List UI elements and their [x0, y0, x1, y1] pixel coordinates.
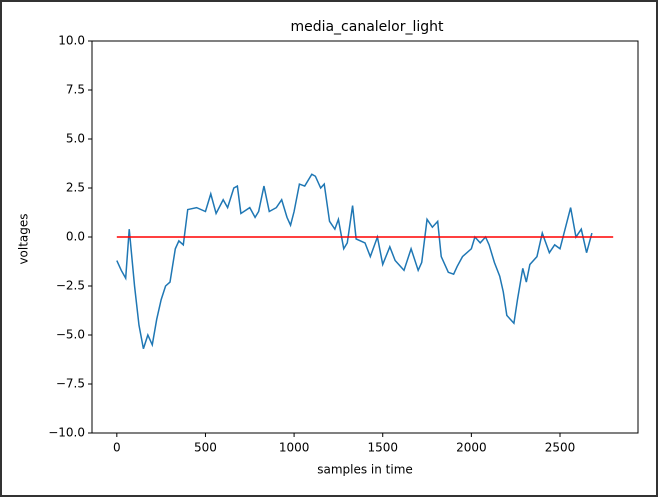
y-tick-label: −2.5: [56, 279, 85, 293]
x-tick-label: 500: [194, 441, 217, 455]
plot-frame: [91, 40, 639, 434]
y-tick-label: −7.5: [56, 377, 85, 391]
y-axis-label: voltages: [17, 213, 31, 264]
x-tick-label: 2500: [545, 441, 576, 455]
y-tick-label: −5.0: [56, 328, 85, 342]
y-tick-label: 10.0: [58, 34, 85, 48]
x-tick-label: 0: [113, 441, 121, 455]
data-line: [116, 173, 593, 349]
y-tick-label: 7.5: [66, 83, 85, 97]
y-tick-label: 5.0: [66, 132, 85, 146]
y-tick-label: −10.0: [48, 426, 85, 440]
x-axis-label: samples in time: [317, 463, 413, 477]
x-tick-label: 1500: [367, 441, 398, 455]
y-tick-label: 2.5: [66, 181, 85, 195]
x-tick-label: 2000: [456, 441, 487, 455]
x-tick-label: 1000: [279, 441, 310, 455]
chart-title: media_canalelor_light: [290, 19, 444, 35]
y-tick-label: 0.0: [66, 230, 85, 244]
